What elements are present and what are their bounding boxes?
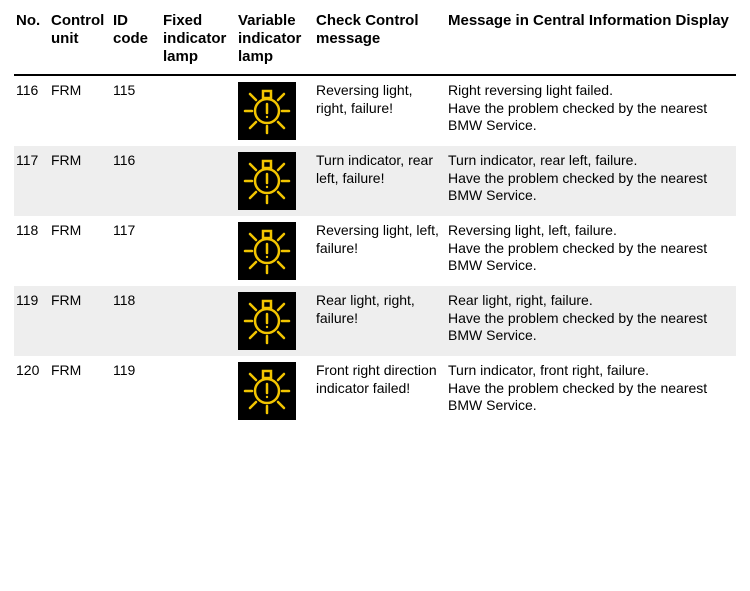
cell-fixed-lamp [161, 286, 236, 356]
cell-control-unit: FRM [49, 356, 111, 426]
table-row: 120FRM119 Front right direction indicato… [14, 356, 736, 426]
check-control-table: No. Control unit ID code Fixed indicator… [14, 8, 736, 426]
bulb-warning-icon [238, 82, 296, 140]
cell-control-unit: FRM [49, 146, 111, 216]
col-no: No. [14, 8, 49, 75]
cell-cid-message: Reversing light, left, failure.Have the … [446, 216, 736, 286]
bulb-warning-icon [238, 292, 296, 350]
table-row: 118FRM117 Reversing light, left, failure… [14, 216, 736, 286]
col-control-unit: Control unit [49, 8, 111, 75]
cell-cid-message: Rear light, right, failure.Have the prob… [446, 286, 736, 356]
cell-control-unit: FRM [49, 216, 111, 286]
cell-variable-lamp [236, 356, 314, 426]
cell-cid-message: Turn indicator, front right, failure.Hav… [446, 356, 736, 426]
cell-cid-message: Right reversing light failed.Have the pr… [446, 75, 736, 146]
col-cid-message: Message in Central Information Display [446, 8, 736, 75]
cell-id-code: 118 [111, 286, 161, 356]
cell-variable-lamp [236, 286, 314, 356]
table-row: 119FRM118 Rear light, right, failure!Rea… [14, 286, 736, 356]
cell-cid-message: Turn indicator, rear left, failure.Have … [446, 146, 736, 216]
cell-variable-lamp [236, 146, 314, 216]
table-body: 116FRM115 Reversing light, right, failur… [14, 75, 736, 426]
cell-control-unit: FRM [49, 286, 111, 356]
table-row: 116FRM115 Reversing light, right, failur… [14, 75, 736, 146]
bulb-warning-icon [238, 222, 296, 280]
cell-check-control: Reversing light, left, failure! [314, 216, 446, 286]
cell-fixed-lamp [161, 216, 236, 286]
bulb-warning-icon [238, 152, 296, 210]
table-header-row: No. Control unit ID code Fixed indicator… [14, 8, 736, 75]
cell-no: 117 [14, 146, 49, 216]
cell-fixed-lamp [161, 356, 236, 426]
cell-fixed-lamp [161, 146, 236, 216]
cell-check-control: Front right direction indicator failed! [314, 356, 446, 426]
cell-fixed-lamp [161, 75, 236, 146]
col-check-control: Check Control message [314, 8, 446, 75]
bulb-warning-icon [238, 362, 296, 420]
cell-id-code: 116 [111, 146, 161, 216]
cell-control-unit: FRM [49, 75, 111, 146]
cell-no: 120 [14, 356, 49, 426]
cell-variable-lamp [236, 216, 314, 286]
cell-no: 118 [14, 216, 49, 286]
col-fixed-lamp: Fixed indicator lamp [161, 8, 236, 75]
cell-id-code: 119 [111, 356, 161, 426]
cell-variable-lamp [236, 75, 314, 146]
col-variable-lamp: Variable indicator lamp [236, 8, 314, 75]
cell-no: 116 [14, 75, 49, 146]
table-row: 117FRM116 Turn indicator, rear left, fai… [14, 146, 736, 216]
check-control-table-page: No. Control unit ID code Fixed indicator… [0, 0, 750, 440]
cell-check-control: Rear light, right, failure! [314, 286, 446, 356]
cell-id-code: 115 [111, 75, 161, 146]
cell-check-control: Turn indicator, rear left, failure! [314, 146, 446, 216]
cell-no: 119 [14, 286, 49, 356]
cell-id-code: 117 [111, 216, 161, 286]
col-id-code: ID code [111, 8, 161, 75]
cell-check-control: Reversing light, right, failure! [314, 75, 446, 146]
